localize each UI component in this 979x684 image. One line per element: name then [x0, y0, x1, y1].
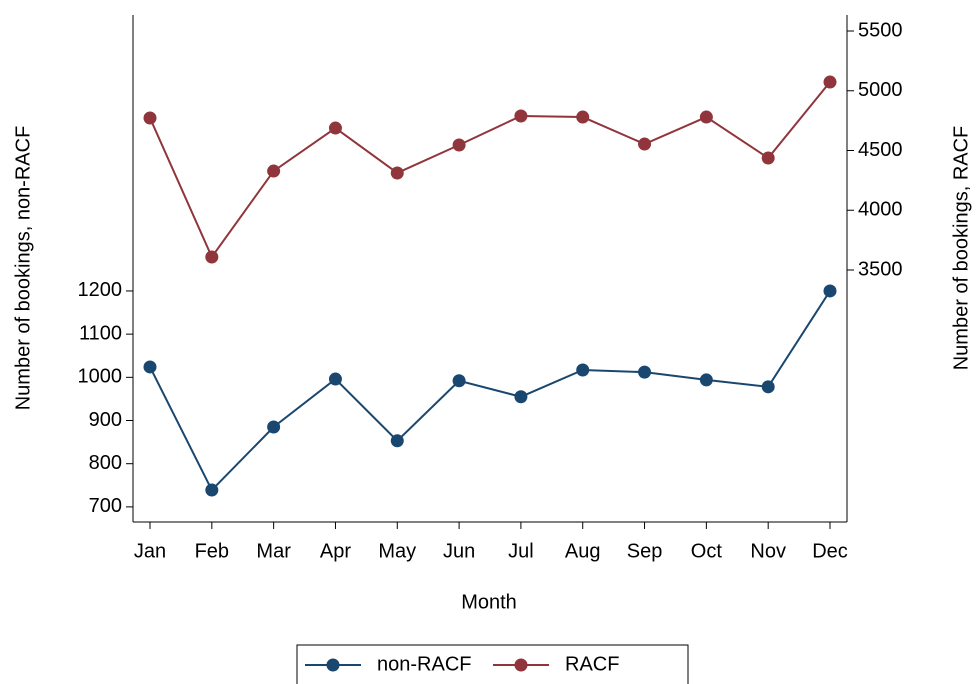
x-tick-label: Jul	[508, 540, 534, 562]
series-point	[143, 111, 157, 125]
x-tick-label: Jun	[443, 540, 475, 562]
series-point	[205, 483, 219, 497]
series-point	[514, 390, 528, 404]
series-point	[638, 365, 652, 379]
x-tick-label: Dec	[812, 540, 848, 562]
y2-tick-label: 5000	[858, 79, 903, 101]
y2-tick-label: 3500	[858, 258, 903, 280]
series-point	[514, 109, 528, 123]
series-point	[452, 138, 466, 152]
y-tick-label: 900	[89, 409, 122, 431]
series-point	[452, 374, 466, 388]
series-point	[761, 151, 775, 165]
legend-marker	[514, 658, 528, 672]
y2-tick-label: 4000	[858, 199, 903, 221]
y2-tick-label: 4500	[858, 139, 903, 161]
series-line	[149, 81, 831, 259]
x-tick-label: Nov	[750, 540, 786, 562]
x-tick-label: Mar	[256, 540, 291, 562]
series-point	[390, 166, 404, 180]
y2-tick-label: 5500	[858, 19, 903, 41]
y2-axis-title: Number of bookings, RACF	[950, 126, 972, 371]
x-tick-label: May	[378, 540, 416, 562]
series-point	[143, 360, 157, 374]
series-point	[576, 110, 590, 124]
series-point	[761, 380, 775, 394]
series-point	[823, 284, 837, 298]
x-tick-label: Aug	[565, 540, 601, 562]
y-axis-title: Number of bookings, non-RACF	[12, 126, 34, 411]
legend-marker	[326, 658, 340, 672]
legend-box	[296, 644, 689, 684]
x-tick-label: Oct	[691, 540, 723, 562]
y-tick-label: 1100	[79, 322, 122, 344]
series-point	[267, 420, 281, 434]
series-point	[576, 363, 590, 377]
series-point	[205, 250, 219, 264]
series-point	[638, 137, 652, 151]
x-tick-label: Jan	[134, 540, 166, 562]
legend-label: RACF	[565, 653, 619, 675]
y-tick-label: 1200	[78, 279, 123, 301]
x-tick-label: Sep	[627, 540, 663, 562]
series-point	[390, 434, 404, 448]
x-axis-title: Month	[461, 591, 517, 613]
legend-label: non-RACF	[377, 653, 471, 675]
series-point	[267, 164, 281, 178]
series-point	[699, 110, 713, 124]
series-point	[823, 75, 837, 89]
x-tick-label: Feb	[195, 540, 229, 562]
x-tick-label: Apr	[320, 540, 351, 562]
y-tick-label: 700	[89, 495, 122, 517]
series-point	[328, 372, 342, 386]
series-point	[699, 373, 713, 387]
y-tick-label: 800	[89, 452, 122, 474]
series-point	[328, 121, 342, 135]
y-tick-label: 1000	[78, 366, 123, 388]
series-line	[149, 290, 831, 492]
